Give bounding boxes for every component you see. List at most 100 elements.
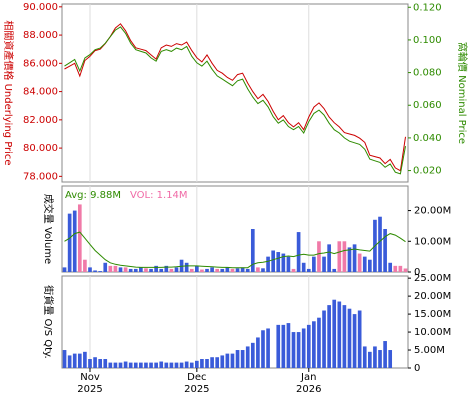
bar — [306, 324, 311, 368]
bar — [210, 267, 214, 272]
bar — [256, 267, 260, 272]
y2-tick-label: 0.120 — [413, 2, 442, 13]
y-tick-label: 25.00M — [414, 273, 451, 284]
bar — [261, 268, 265, 272]
bar — [139, 362, 143, 368]
bar — [281, 253, 286, 272]
plot-frame — [61, 275, 409, 369]
bar — [245, 268, 250, 272]
bar — [200, 359, 204, 368]
bar — [332, 299, 337, 368]
bar — [378, 216, 382, 272]
bar — [235, 350, 240, 368]
bar — [72, 353, 77, 368]
bar — [276, 252, 281, 272]
x-tick-label: Dec 2025 — [184, 372, 210, 395]
bar — [103, 262, 108, 272]
price-line — [64, 26, 406, 175]
bar — [312, 256, 316, 272]
bar — [77, 353, 82, 368]
bar — [230, 268, 235, 272]
bar — [200, 269, 204, 272]
bar — [133, 268, 138, 272]
bar — [332, 268, 337, 272]
bar — [317, 241, 321, 272]
bar — [108, 265, 113, 272]
bar — [322, 256, 326, 272]
y-tick-label: 20.00M — [414, 206, 451, 217]
bar — [184, 262, 189, 272]
y-tick-label: 0 — [414, 267, 420, 278]
bar — [62, 267, 67, 272]
bar — [210, 357, 214, 368]
bar — [149, 362, 153, 368]
bar — [327, 244, 331, 272]
bar — [403, 268, 408, 272]
x-tick-label: Nov 2025 — [77, 372, 103, 395]
y2-tick-label: 0.020 — [413, 166, 442, 177]
bar — [169, 268, 174, 272]
bar — [144, 362, 148, 368]
bar — [352, 244, 357, 272]
bar — [225, 353, 230, 368]
bar — [164, 265, 169, 272]
bar — [149, 268, 153, 272]
y-tick-label: 15.00M — [414, 309, 451, 320]
bar — [93, 357, 97, 368]
bar — [67, 213, 72, 272]
y2-tick-label: 0.060 — [413, 100, 442, 111]
bar — [357, 253, 362, 272]
bar — [77, 204, 82, 272]
bar — [113, 362, 118, 368]
bar — [220, 268, 225, 272]
bar — [266, 256, 270, 272]
bar — [266, 328, 270, 368]
y2-tick-label: 0.100 — [413, 35, 442, 46]
bar — [240, 267, 245, 272]
y-tick-label: 88.000 — [23, 30, 58, 41]
bar — [342, 305, 347, 368]
y-axis-title: 成交量 Volume — [42, 194, 55, 264]
bar — [383, 341, 387, 368]
bar — [103, 359, 108, 368]
plot-frame — [61, 185, 409, 273]
bar — [225, 267, 230, 272]
bar — [195, 360, 199, 368]
bar — [357, 310, 362, 368]
bar — [337, 301, 342, 368]
bar — [118, 362, 123, 368]
bar — [72, 210, 77, 272]
bar — [368, 351, 372, 368]
y-tick-label: 10.00M — [414, 327, 451, 338]
bar — [128, 268, 133, 272]
bar — [184, 361, 189, 368]
bar — [98, 271, 102, 272]
bar — [189, 362, 194, 368]
bar — [271, 250, 275, 272]
bar — [301, 328, 306, 368]
bar — [108, 362, 113, 368]
bar — [291, 332, 296, 368]
bar — [220, 355, 225, 368]
bar — [215, 268, 220, 272]
bar — [368, 259, 372, 272]
bar — [286, 256, 291, 272]
bar — [276, 324, 281, 368]
bar — [164, 362, 169, 368]
bar — [261, 330, 265, 368]
bar — [352, 314, 357, 368]
bar — [174, 362, 179, 368]
bar — [250, 229, 255, 272]
bar — [362, 346, 367, 368]
y-axis-title: 相關資產價格 Underlying Price — [2, 20, 15, 165]
bar — [154, 265, 158, 272]
bar — [113, 265, 118, 272]
y-tick-label: 20.00M — [414, 291, 451, 302]
bar — [98, 359, 102, 368]
y-tick-label: 5.00M — [414, 345, 445, 356]
bar — [296, 332, 301, 368]
bar — [83, 259, 87, 272]
bar — [245, 346, 250, 368]
bar — [322, 310, 326, 368]
